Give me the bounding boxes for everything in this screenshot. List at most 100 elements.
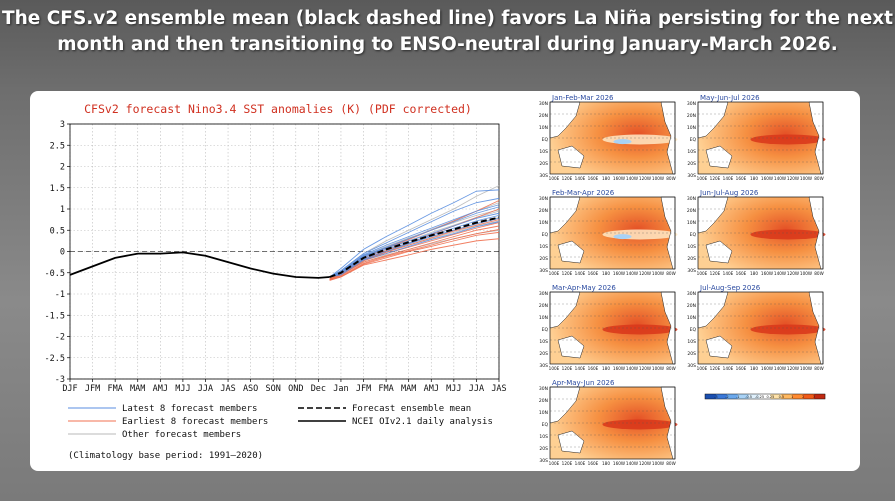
map-lat-label: 20N bbox=[687, 303, 696, 309]
legend-label: Other forecast members bbox=[122, 430, 241, 440]
map-lon-label: 120W bbox=[639, 271, 651, 276]
x-tick-label: MJJ bbox=[446, 384, 461, 394]
colorbar-swatch bbox=[737, 394, 749, 399]
observed-analysis-line bbox=[69, 251, 330, 279]
map-lon-label: 120W bbox=[639, 366, 651, 371]
map-frame bbox=[697, 101, 824, 175]
x-tick-label: JAS bbox=[491, 384, 506, 394]
sst-map-panel: Mar-Apr-May 2026 30N 20N 10N EQ 10S 20S 30S 100E… bbox=[539, 284, 678, 371]
y-tick-label: -2 bbox=[55, 333, 65, 343]
map-lat-label: 30S bbox=[687, 173, 696, 179]
map-lat-label: EQ bbox=[690, 327, 697, 333]
map-lat-label: 20S bbox=[687, 161, 696, 167]
y-tick-label: -3 bbox=[55, 375, 65, 385]
map-lon-label: 160E bbox=[588, 271, 599, 276]
map-lat-label: 30N bbox=[539, 386, 548, 392]
map-lat-label: 10S bbox=[539, 244, 548, 250]
sst-map-panel: Feb-Mar-Apr 2026 30N 20N 10N EQ 10S 20S 30S 100E… bbox=[539, 189, 678, 276]
x-tick-label: MAM bbox=[401, 384, 416, 394]
map-lat-label: 10N bbox=[687, 220, 696, 226]
colorbar-swatch bbox=[759, 394, 771, 399]
colorbar-label: 3 bbox=[813, 395, 815, 399]
map-lat-label: 30N bbox=[687, 101, 696, 107]
map-lat-label: 20S bbox=[539, 351, 548, 357]
equatorial-anomaly bbox=[602, 324, 678, 335]
map-frame bbox=[549, 196, 676, 270]
map-lat-label: 10S bbox=[539, 149, 548, 155]
map-lon-label: 140W bbox=[774, 271, 786, 276]
legend-label: Latest 8 forecast members bbox=[122, 404, 257, 414]
map-lat-label: 10N bbox=[687, 315, 696, 321]
legend-label: Forecast ensemble mean bbox=[352, 404, 471, 414]
colorbar-swatch bbox=[781, 394, 793, 399]
map-lon-label: 80W bbox=[814, 176, 823, 181]
colorbar-swatch bbox=[792, 394, 804, 399]
slide-title: The CFS.v2 ensemble mean (black dashed l… bbox=[1, 8, 894, 55]
chart-legend: Latest 8 forecast members Earliest 8 fore… bbox=[68, 404, 493, 440]
nino34-plume-chart: CFSv2 forecast Nino3.4 SST anomalies (K)… bbox=[45, 102, 507, 461]
x-tick-label: OND bbox=[288, 384, 303, 394]
map-lat-label: 10S bbox=[687, 339, 696, 345]
map-lon-label: 160W bbox=[761, 271, 773, 276]
map-lon-label: 100W bbox=[800, 366, 812, 371]
map-lat-label: 30N bbox=[539, 291, 548, 297]
map-lat-label: 10S bbox=[687, 149, 696, 155]
map-lat-label: 30N bbox=[687, 196, 696, 202]
map-lon-label: 100E bbox=[549, 366, 560, 371]
forecast-member-line bbox=[329, 222, 500, 280]
forecast-member-line bbox=[329, 228, 500, 281]
map-lon-label: 120E bbox=[562, 176, 573, 181]
x-tick-label: JFM bbox=[356, 384, 371, 394]
map-lat-label: 20N bbox=[539, 113, 548, 119]
y-tick-label: 3 bbox=[60, 120, 65, 130]
map-lat-label: 10N bbox=[539, 125, 548, 131]
map-lon-label: 100E bbox=[549, 271, 560, 276]
main-lines bbox=[69, 216, 500, 279]
map-lon-label: 160E bbox=[588, 461, 599, 466]
map-lon-label: 160E bbox=[588, 366, 599, 371]
colorbar-swatch bbox=[726, 394, 738, 399]
map-lat-label: EQ bbox=[542, 137, 549, 143]
map-lon-label: 180 bbox=[602, 366, 610, 371]
map-lat-label: 20S bbox=[687, 351, 696, 357]
map-lon-label: 120E bbox=[562, 461, 573, 466]
forecast-member-line bbox=[329, 189, 500, 278]
chart-grid bbox=[69, 123, 500, 380]
map-lon-label: 100E bbox=[697, 176, 708, 181]
map-lon-label: 120W bbox=[787, 366, 799, 371]
map-lon-label: 140E bbox=[575, 461, 586, 466]
map-lon-label: 140W bbox=[626, 271, 638, 276]
map-title: May-Jun-Jul 2026 bbox=[700, 94, 760, 102]
content-panel: CFSv2 forecast Nino3.4 SST anomalies (K)… bbox=[30, 91, 860, 471]
map-frame bbox=[697, 291, 824, 365]
map-lon-label: 180 bbox=[602, 271, 610, 276]
x-tick-label: JJA bbox=[469, 384, 484, 394]
colorbar-swatch bbox=[748, 394, 760, 399]
map-lat-label: 30S bbox=[539, 173, 548, 179]
x-tick-label: JJA bbox=[198, 384, 213, 394]
map-lon-label: 160W bbox=[613, 461, 625, 466]
map-frame bbox=[549, 291, 676, 365]
map-lon-label: 140W bbox=[626, 461, 638, 466]
map-lat-label: 30S bbox=[539, 363, 548, 369]
map-lon-label: 100W bbox=[800, 176, 812, 181]
map-lat-label: 20N bbox=[687, 113, 696, 119]
map-lon-label: 100W bbox=[652, 271, 664, 276]
map-lon-label: 120E bbox=[710, 176, 721, 181]
map-lat-label: 10N bbox=[539, 315, 548, 321]
map-lon-label: 160E bbox=[588, 176, 599, 181]
map-lon-label: 100W bbox=[652, 461, 664, 466]
map-lon-label: 100W bbox=[652, 366, 664, 371]
map-lon-label: 160W bbox=[761, 176, 773, 181]
equatorial-anomaly bbox=[750, 229, 826, 240]
map-title: Mar-Apr-May 2026 bbox=[552, 284, 616, 292]
map-title: Jul-Aug-Sep 2026 bbox=[699, 284, 761, 292]
map-lon-label: 140E bbox=[723, 366, 734, 371]
colorbar-label: 0.25 bbox=[767, 395, 775, 399]
cool-anomaly-patch bbox=[613, 139, 632, 145]
map-lon-label: 160E bbox=[736, 271, 747, 276]
y-tick-label: -2.5 bbox=[45, 354, 65, 364]
map-lon-label: 140W bbox=[774, 366, 786, 371]
